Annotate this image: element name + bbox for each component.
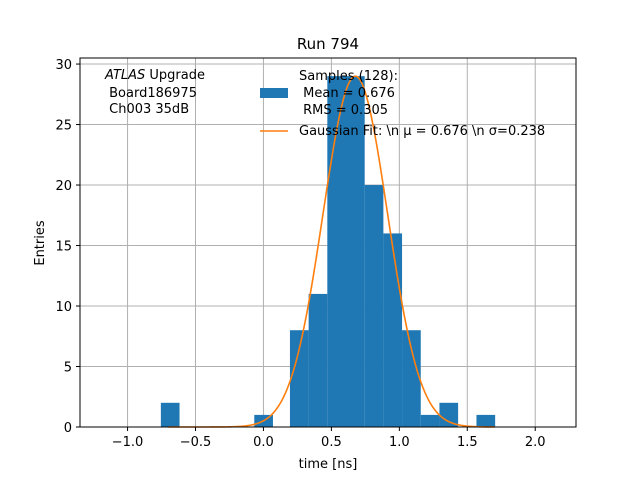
x-tick-label: 0.5 <box>321 435 342 450</box>
histogram-bar <box>346 76 365 428</box>
legend: Samples (128): Mean = 0.676 RMS = 0.305 … <box>260 69 545 139</box>
histogram-bar <box>383 233 403 427</box>
annotation-line2: Board186975 <box>105 86 197 101</box>
plot-frame <box>79 57 577 428</box>
legend-hist-line1: Samples (128): <box>299 69 398 84</box>
histogram-bar <box>476 414 496 427</box>
x-tick-label: −0.5 <box>180 435 212 450</box>
x-axis-label: time [ns] <box>299 457 358 472</box>
y-tick-label: 25 <box>55 119 72 134</box>
x-tick-label: −1.0 <box>112 435 144 450</box>
histogram-bar <box>439 402 459 427</box>
annotation-rest: Upgrade <box>145 68 205 83</box>
histogram-bar <box>420 414 440 427</box>
x-axis-ticks: −1.0 −0.5 0.0 0.5 1.0 1.5 2.0 <box>112 427 546 450</box>
annotation-italic: ATLAS <box>104 68 145 83</box>
histogram-bar <box>289 330 309 427</box>
y-tick-label: 15 <box>55 240 72 255</box>
histogram-bar <box>364 185 384 427</box>
legend-fit-label: Gaussian Fit: \n μ = 0.676 \n σ=0.238 <box>299 124 545 139</box>
x-tick-label: 1.0 <box>389 435 410 450</box>
legend-hist-line3: RMS = 0.305 <box>299 103 388 118</box>
histogram-bar <box>402 330 421 427</box>
atlas-annotation: ATLAS Upgrade Board186975 Ch003 35dB <box>104 68 205 117</box>
y-tick-label: 0 <box>64 421 72 436</box>
x-tick-label: 0.0 <box>253 435 274 450</box>
chart-title: Run 794 <box>297 35 359 53</box>
y-tick-label: 5 <box>64 361 72 376</box>
y-tick-label: 20 <box>55 179 72 194</box>
y-tick-label: 30 <box>55 58 72 73</box>
histogram-bar <box>308 293 328 427</box>
annotation-line3: Ch003 35dB <box>105 102 189 117</box>
legend-hist-line2: Mean = 0.676 <box>299 86 395 101</box>
histogram-bar <box>160 402 180 427</box>
y-axis-ticks: 0 5 10 15 20 25 30 <box>55 58 80 436</box>
x-tick-label: 2.0 <box>525 435 546 450</box>
histogram-bars <box>160 76 496 428</box>
legend-hist-swatch <box>260 88 288 98</box>
x-tick-label: 1.5 <box>457 435 478 450</box>
y-axis-label: Entries <box>33 220 48 266</box>
histogram-bar <box>327 76 347 428</box>
svg-text:ATLAS Upgrade: ATLAS Upgrade <box>104 68 205 83</box>
y-tick-label: 10 <box>55 300 72 315</box>
